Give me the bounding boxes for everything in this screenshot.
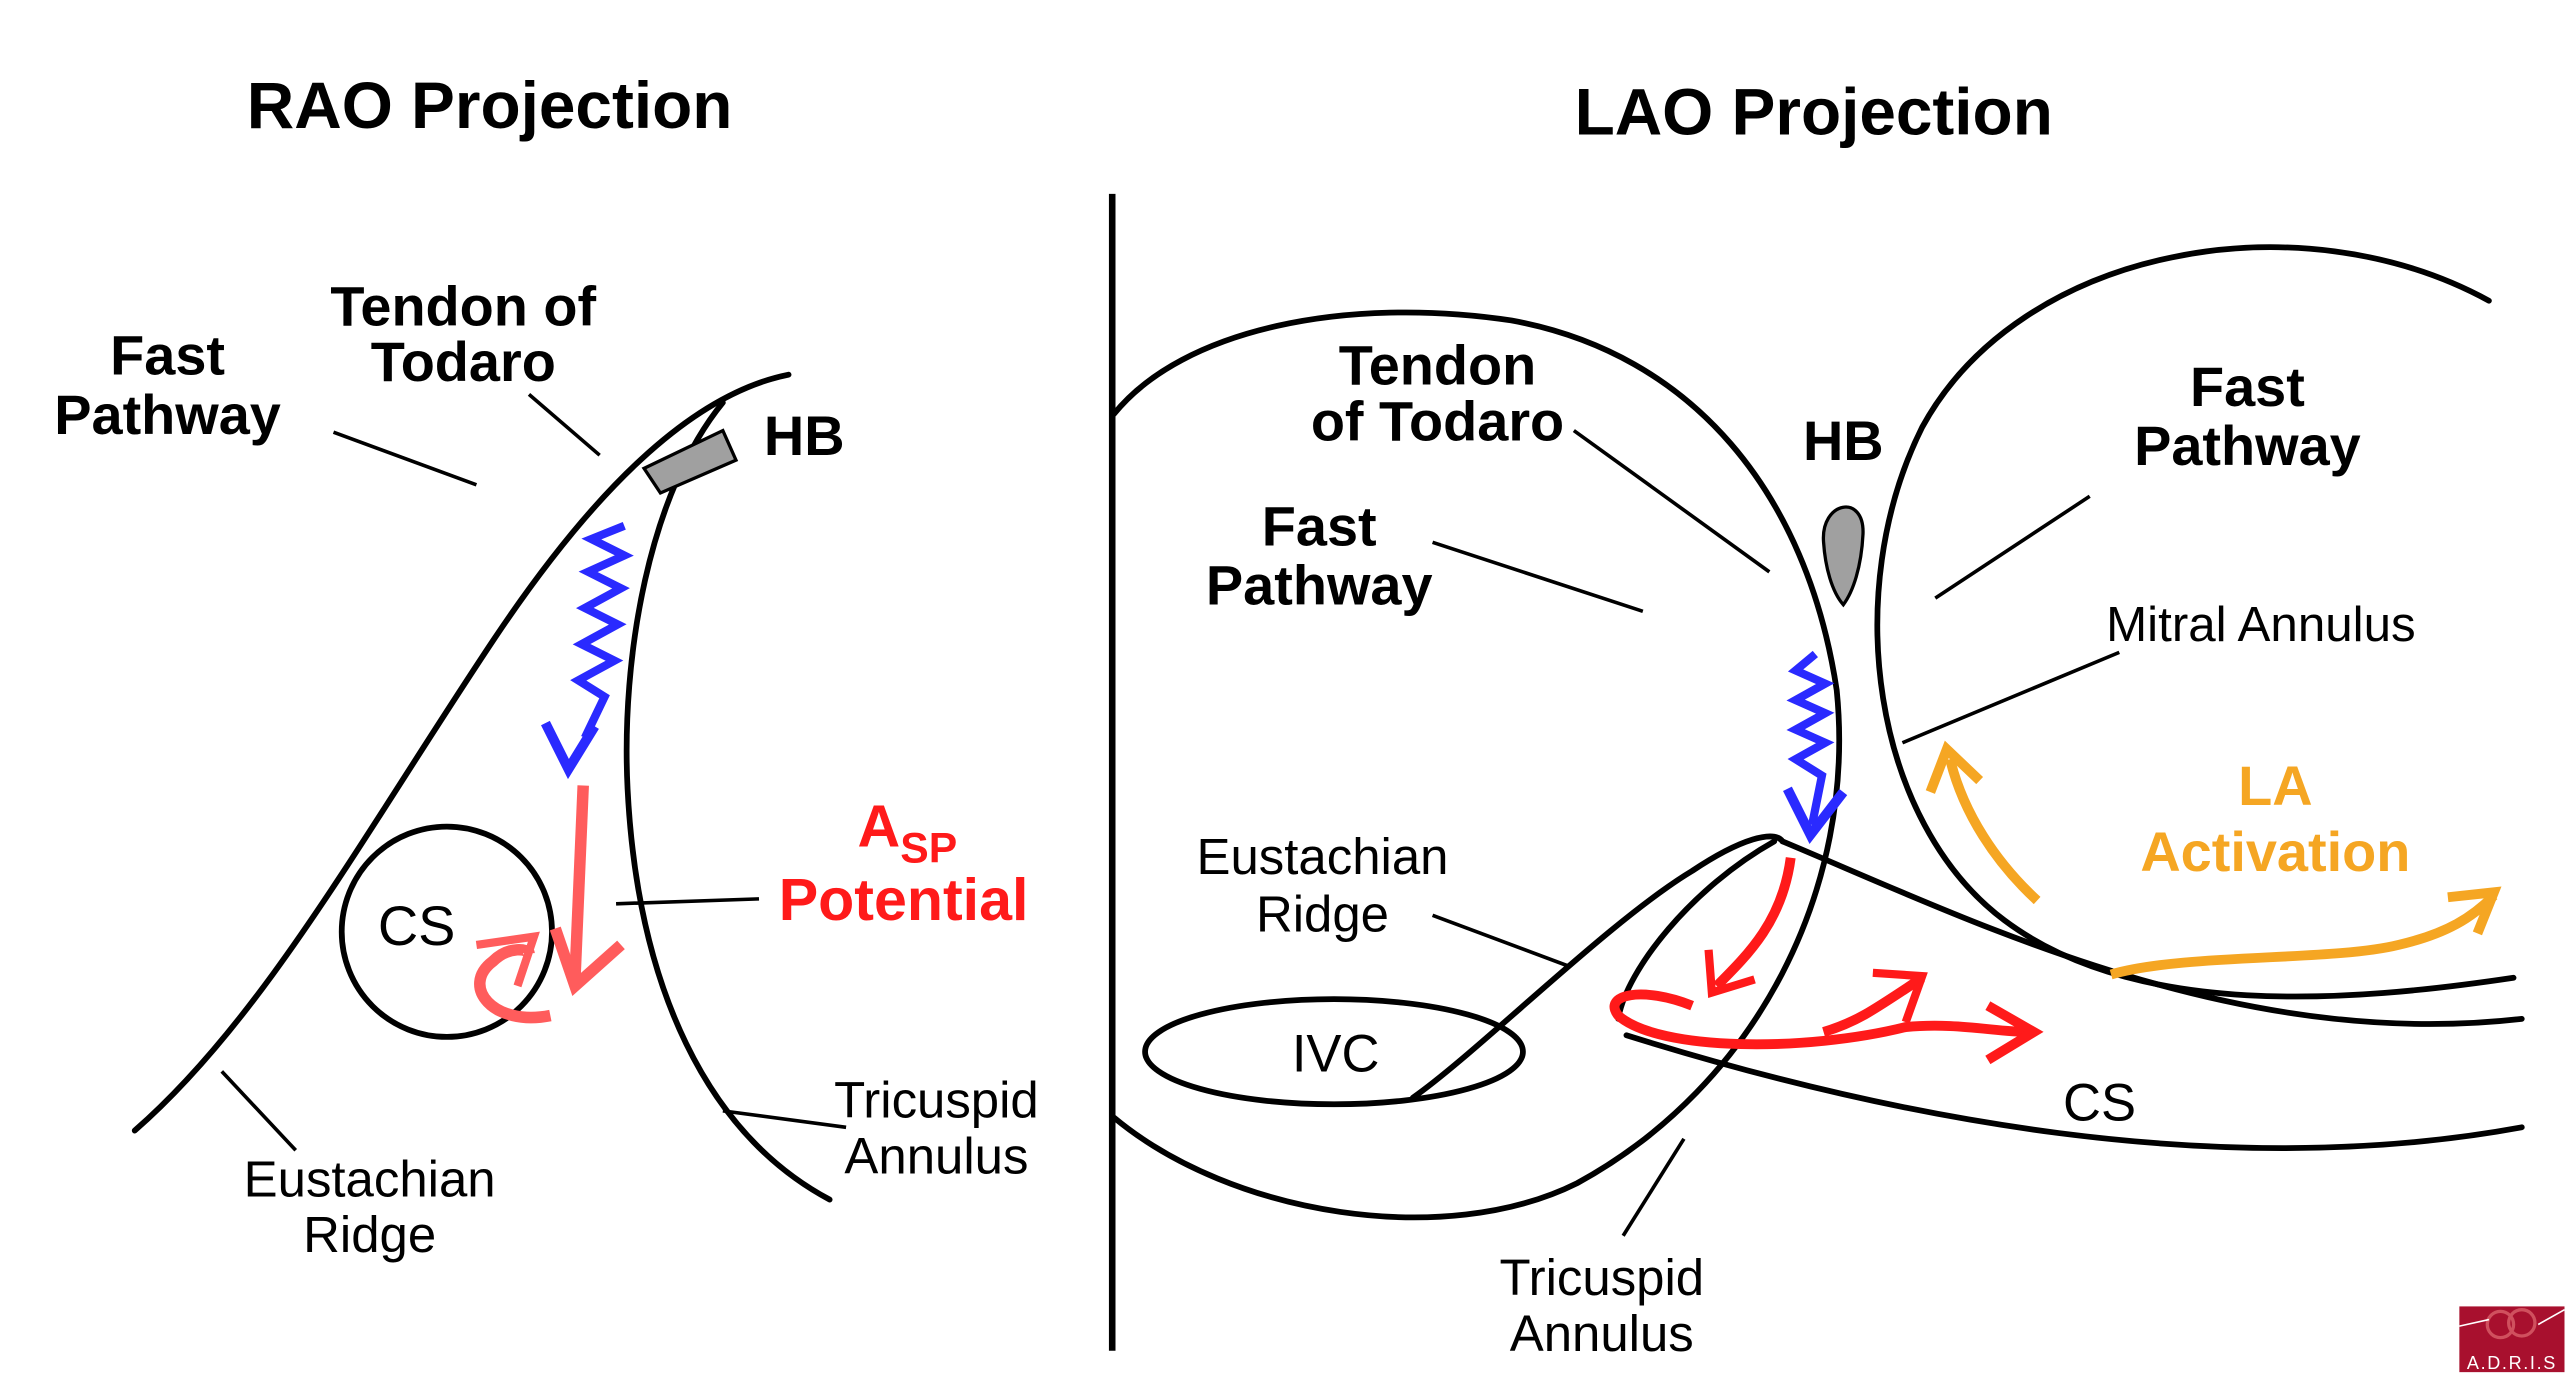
rao-tendon-label: Tendon of Todaro <box>330 274 596 393</box>
rao-blue-squiggle-arrow <box>570 522 634 740</box>
lao-mitral-label: Mitral Annulus <box>2106 597 2415 652</box>
rao-asp-label: ASP <box>858 792 958 872</box>
lao-his-bundle <box>1821 505 1865 608</box>
rao-his-bundle <box>641 428 739 496</box>
lao-title: LAO Projection <box>1575 76 2053 149</box>
lao-ivc-label: IVC <box>1292 1024 1380 1083</box>
rao-red-arrow <box>569 785 589 978</box>
rao-eustachian-label: Eustachian Ridge <box>244 1150 496 1263</box>
rao-blue-arrowhead <box>541 720 599 780</box>
lao-tendon-label: Tendon of Todaro <box>1311 334 1564 453</box>
adris-logo: A.D.R.I.S <box>2459 1306 2565 1373</box>
lao-right-atrium-outline <box>1110 309 1843 1221</box>
rao-tricuspid-label: Tricuspid Annulus <box>834 1071 1039 1184</box>
lao-eustachian-label: Eustachian Ridge <box>1197 828 1449 943</box>
rao-asp-pointer <box>616 897 760 906</box>
lao-mitral-annulus <box>1874 244 2517 1000</box>
rao-fast-pathway-pointer <box>332 430 478 487</box>
lao-red-arrow-down <box>1713 857 1796 990</box>
lao-fast-pathway-left-pointer <box>1432 540 1644 614</box>
rao-hb-label: HB <box>764 404 845 467</box>
rao-red-arrowhead <box>549 926 625 997</box>
lao-red-arrowhead-up <box>1872 968 1928 1024</box>
lao-red-arrow-cs <box>1609 989 2029 1050</box>
lao-fast-pathway-left-label: Fast Pathway <box>1206 495 1433 617</box>
lao-eustachian-pointer <box>1431 913 1570 968</box>
lao-hb-label: HB <box>1803 409 1884 472</box>
lao-blue-squiggle-arrow <box>1786 650 1835 826</box>
lao-la-activation-label: LA Activation <box>2140 754 2410 883</box>
lao-tricuspid-pointer <box>1621 1137 1686 1237</box>
lao-ivc-ellipse <box>1142 996 1526 1108</box>
lao-fast-pathway-right-pointer <box>1934 494 2091 600</box>
lao-red-arrow-up <box>1822 973 1925 1037</box>
rao-eustachian-pointer <box>220 1070 298 1152</box>
rao-panel: RAO Projection Fast Pathway Tendon of Toda… <box>54 69 1038 1263</box>
rao-potential-label: Potential <box>779 866 1029 933</box>
lao-mitral-pointer <box>1901 650 2120 745</box>
svg-text:A.D.R.I.S: A.D.R.I.S <box>2467 1353 2557 1373</box>
lao-orange-arrow-right <box>2109 892 2498 980</box>
lao-orange-arrowhead-up <box>1925 740 1984 794</box>
lao-fast-pathway-right-label: Fast Pathway <box>2134 355 2361 477</box>
lao-blue-arrowhead <box>1783 786 1848 845</box>
rao-title: RAO Projection <box>247 69 733 142</box>
rao-tricuspid-pointer <box>722 1109 847 1130</box>
rao-fast-pathway-label: Fast Pathway <box>54 324 281 446</box>
lao-red-arrowhead-cs <box>1985 1001 2044 1065</box>
rao-cs-curl-arrow <box>474 944 552 1024</box>
lao-tricuspid-label: Tricuspid Annulus <box>1499 1249 1704 1362</box>
rao-cs-curl-arrowhead <box>475 931 540 988</box>
lao-red-arrowhead-down <box>1704 949 1756 998</box>
lao-cs-lower-wall <box>1623 1032 2525 1151</box>
rao-cs-label: CS <box>378 894 456 957</box>
lao-orange-arrowhead-right <box>2447 886 2502 936</box>
rao-atrial-wall <box>131 371 792 1134</box>
lao-orange-arrow-up <box>1945 758 2041 905</box>
lao-cs-label: CS <box>2063 1074 2136 1133</box>
lao-eustachian-ridge <box>1409 833 1786 1101</box>
lao-tendon-pointer <box>1572 429 1771 574</box>
rao-tricuspid-annulus <box>623 399 833 1203</box>
lao-panel: LAO Projection Tendon of Todaro HB Fast Pa… <box>1110 76 2525 1362</box>
rao-tendon-pointer <box>527 393 601 457</box>
